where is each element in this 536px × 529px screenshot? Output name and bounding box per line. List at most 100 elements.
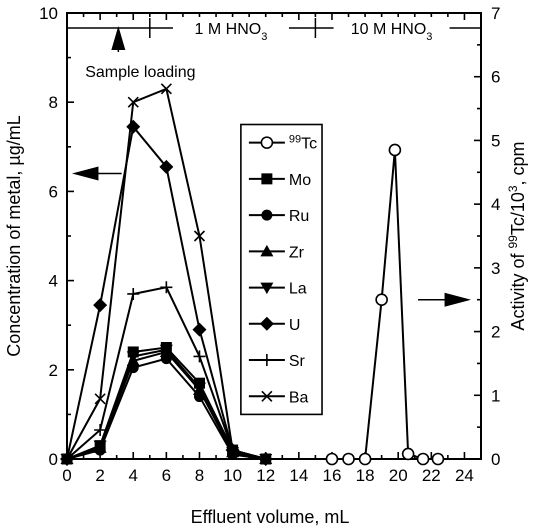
legend-marker [260,244,274,257]
legend-label: Zr [289,244,305,261]
legend-marker [260,282,274,295]
x-tick-label: 22 [422,466,441,485]
data-point-la [126,351,140,363]
legend-label: Ba [289,389,309,406]
eluent-label-1m-subscript: 3 [261,31,267,43]
x-tick-label: 12 [256,466,275,485]
y2-tick-label: 5 [491,131,500,150]
series-group [60,83,445,466]
eluent-label-10m-text: 10 M HNO [351,21,427,38]
left-axis-arrow-head [71,166,99,181]
y-tick-label: 4 [49,272,58,291]
y-axis-label: Concentration of metal, µg/mL [4,115,24,357]
y2-label-pre: Activity of [508,249,528,331]
eluent-label-10m: 10 M HNO3 [351,21,433,43]
legend-label: 99Tc [289,134,317,153]
data-point-99tc [401,447,415,461]
data-point-ba [193,230,206,242]
data-point-ba [127,96,139,108]
series-99tc [325,143,445,466]
data-point-ba [227,444,239,456]
data-point-ba [260,453,272,465]
y2-label-sup2: 3 [506,185,520,192]
legend-marker [260,136,274,149]
legend: 99Tc Mo Ru Zr La U Sr Ba [240,123,323,416]
data-point-ba [160,83,172,95]
y2-tick-label: 1 [491,386,500,405]
legend-label-text: Ba [289,389,309,406]
y-tick-label: 2 [49,361,58,380]
x-tick-label: 20 [389,466,408,485]
legend-marker [260,354,273,367]
legend-label-text: Zr [289,244,305,261]
legend-item-u: U [248,316,301,334]
legend-label-text: La [289,281,307,298]
sample-loading-label: Sample loading [85,64,195,81]
y2-tick-label: 4 [491,195,500,214]
legend-item-sr: Sr [248,353,306,370]
right-axis-arrow-head [444,292,472,307]
x-tick-label: 8 [195,466,204,485]
legend-label: U [289,317,301,334]
legend-marker [259,316,274,331]
y-tick-label: 6 [49,182,58,201]
legend-label-text: Ru [289,208,309,225]
legend-label: Ru [289,208,309,225]
eluent-label-1m: 1 M HNO3 [195,21,268,43]
legend-label: La [289,281,307,298]
eluent-label-1m-text: 1 M HNO [195,21,262,38]
data-point-sr [193,350,206,363]
data-point-99tc [358,452,372,466]
x-tick-label: 10 [223,466,242,485]
series-line-sr [66,286,266,460]
legend-item-ru: Ru [248,208,309,225]
data-point-ba [94,393,106,405]
series-line-ba [66,87,266,460]
data-point-la [192,382,206,395]
legend-marker [261,209,273,221]
data-point-u [159,159,174,174]
y2-label-post: , cpm [508,141,528,185]
data-point-99tc [431,452,445,466]
x-tick-label: 4 [129,466,138,485]
data-point-la [159,344,173,357]
data-point-u [93,298,108,313]
x-tick-label: 0 [62,466,71,485]
x-tick-label: 24 [455,466,474,485]
legend-label: Mo [289,172,311,189]
y2-tick-label: 2 [491,323,500,342]
legend-label-text: Tc [301,136,317,153]
legend-box [240,123,323,416]
series-ba [61,83,272,465]
legend-item-la: La [248,281,307,298]
x-axis-label: Effluent volume, mL [191,507,350,527]
y-tick-label: 10 [39,4,58,23]
eluent-label-10m-subscript: 3 [426,31,432,43]
legend-marker [261,390,273,402]
x-tick-label: 16 [322,466,341,485]
y2-tick-label: 0 [491,450,500,469]
y-tick-label: 0 [49,450,58,469]
data-point-99tc [342,452,355,466]
y2-tick-label: 3 [491,259,500,278]
legend-item-ba: Ba [248,389,309,406]
data-point-99tc [375,293,388,307]
x-tick-label: 14 [289,466,308,485]
legend-label-text: Mo [289,172,311,189]
legend-label-text: Sr [289,353,306,370]
eluent-label-1m-bg [172,17,289,39]
y2-label-sup1: 99 [506,235,520,249]
x-tick-label: 2 [95,466,104,485]
x-tick-label: 18 [356,466,375,485]
legend-item-mo: Mo [248,172,311,189]
data-point-sr [160,281,173,294]
x-tick-label: 6 [162,466,171,485]
sample-loading-arrow-head [111,26,126,50]
data-point-99tc [416,452,430,466]
data-point-99tc [325,452,339,466]
data-point-la [93,440,107,453]
data-point-sr [94,424,107,437]
legend-item-zr: Zr [248,244,305,261]
